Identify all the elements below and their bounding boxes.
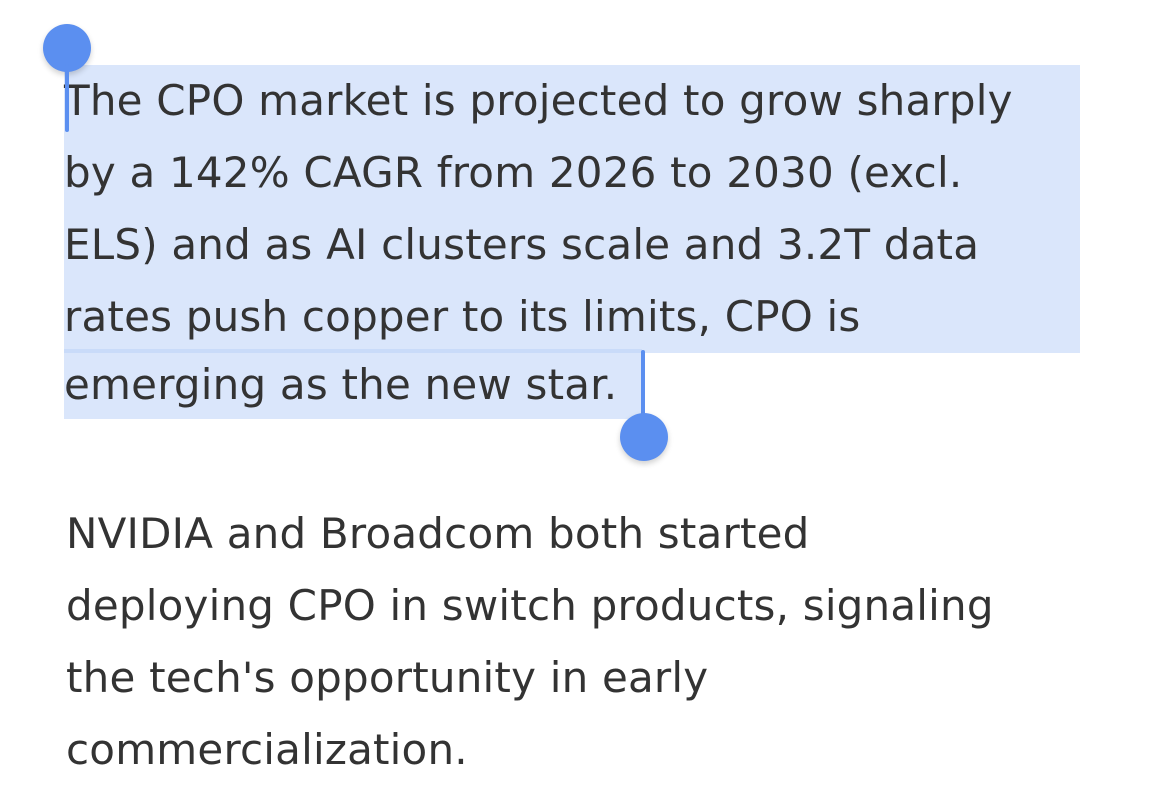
paragraph-line[interactable]: by a 142% CAGR from 2026 to 2030 (excl. [64, 137, 1080, 209]
paragraph-line[interactable]: rates push copper to its limits, CPO is [64, 281, 1080, 353]
paragraph-line: deploying CPO in switch products, signal… [66, 581, 994, 630]
paragraph-line[interactable]: The CPO market is projected to grow shar… [64, 65, 1080, 137]
selection-end-handle[interactable] [620, 413, 668, 461]
selection-end-caret [641, 350, 645, 416]
paragraph-line: the tech's opportunity in early [66, 653, 709, 702]
paragraph-line: NVIDIA and Broadcom both started [66, 509, 810, 558]
paragraph-line: commercialization. [66, 725, 468, 774]
selection-start-caret [65, 64, 69, 132]
paragraph-line[interactable]: emerging as the new star. [64, 349, 642, 419]
paragraph-line[interactable]: ELS) and as AI clusters scale and 3.2T d… [64, 209, 1080, 281]
